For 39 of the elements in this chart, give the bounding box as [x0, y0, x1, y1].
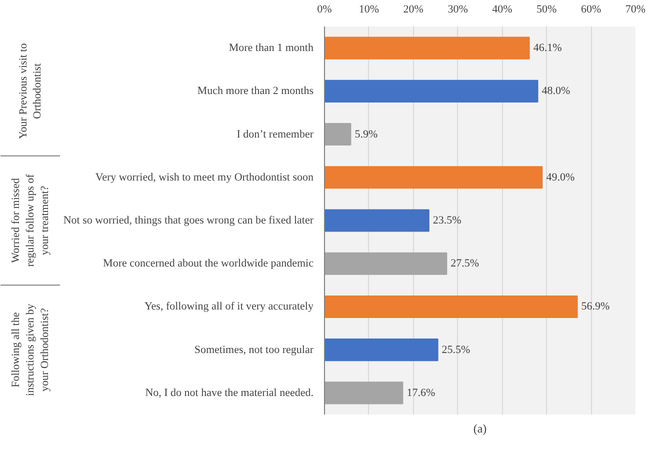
x-tick-label: 50%	[536, 4, 557, 16]
data-label: 49.0%	[546, 171, 575, 184]
bar	[324, 123, 352, 146]
text: Your Previous visit to Orthodontist	[17, 42, 44, 140]
y-tick-label: Sometimes, not too regular	[194, 344, 314, 356]
y-tick-label: Much more than 2 months	[197, 85, 314, 98]
x-tick-label: 60%	[580, 4, 602, 16]
text: (a)	[473, 422, 487, 436]
y-tick-label: I don’t remember	[236, 128, 314, 140]
data-label: 56.9%	[581, 300, 610, 313]
y-tick-label: Not so worried, things that goes wrong can be fixed later	[63, 214, 314, 226]
data-label: 5.9%	[354, 128, 378, 140]
bar	[324, 382, 404, 404]
data-label: 17.6%	[406, 386, 436, 399]
text: Worried for missed regular follow ups of your treatment?	[10, 174, 51, 267]
x-tick-label: 40%	[492, 4, 512, 16]
x-tick-label: 30%	[448, 4, 468, 16]
data-label: 48.0%	[542, 85, 570, 98]
y-tick-label: Yes, following all of it very accurately	[144, 300, 314, 313]
y-tick-label: More than 1 month	[228, 42, 314, 54]
x-tick-label: 70%	[625, 4, 646, 16]
bar	[324, 166, 543, 189]
x-tick-label: 20%	[403, 4, 424, 16]
x-tick-label: 10%	[358, 4, 380, 16]
text: Following all the instructions given by your Orthodontist?	[10, 303, 51, 396]
y-tick-label: No, I do not have the material needed.	[145, 386, 314, 399]
bar	[324, 338, 438, 362]
bar	[324, 209, 430, 232]
y-tick-label: Very worried, wish to meet my Orthodontist soon	[95, 171, 314, 184]
data-label: 23.5%	[432, 214, 462, 226]
data-label: 46.1%	[533, 42, 562, 54]
bar	[324, 36, 530, 60]
data-label: 25.5%	[442, 344, 470, 356]
y-tick-label: More concerned about the worldwide pandemic	[103, 258, 314, 270]
bar	[324, 80, 538, 102]
data-label: 27.5%	[450, 258, 480, 270]
bar	[324, 295, 578, 318]
bar	[324, 252, 448, 275]
x-tick-label: 0%	[317, 4, 332, 16]
